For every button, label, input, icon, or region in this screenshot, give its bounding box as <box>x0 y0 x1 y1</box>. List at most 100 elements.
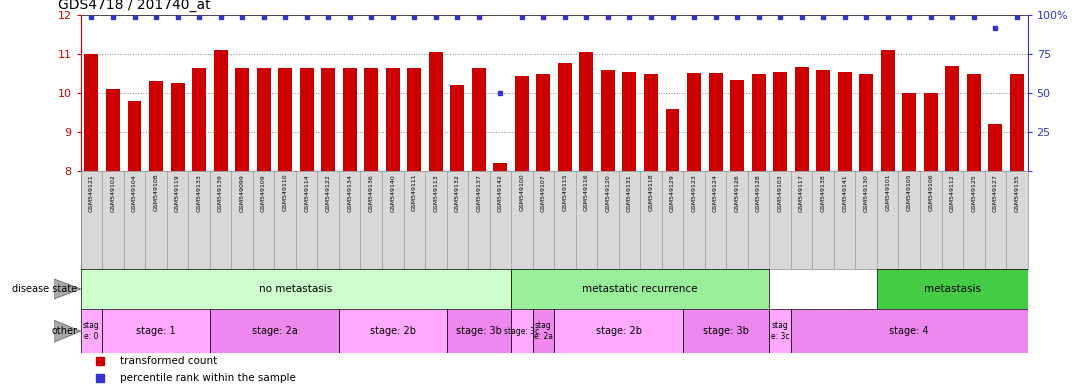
Bar <box>816 70 830 171</box>
Text: GSM549109: GSM549109 <box>261 174 266 212</box>
Bar <box>880 50 894 171</box>
Text: GSM549114: GSM549114 <box>305 174 309 212</box>
Bar <box>536 74 550 171</box>
Bar <box>511 309 533 353</box>
Text: GSM549123: GSM549123 <box>692 174 696 212</box>
Text: GSM549134: GSM549134 <box>348 174 352 212</box>
Text: stage: 3b: stage: 3b <box>456 326 501 336</box>
Bar <box>299 68 314 171</box>
Bar <box>988 124 1002 171</box>
Bar <box>622 72 636 171</box>
Bar <box>600 70 614 171</box>
Bar <box>471 68 485 171</box>
Bar <box>385 68 399 171</box>
Bar <box>859 74 873 171</box>
Bar <box>579 52 594 171</box>
Bar <box>511 269 769 309</box>
Bar <box>665 109 680 171</box>
Bar <box>84 54 99 171</box>
Bar <box>342 68 357 171</box>
Text: percentile rank within the sample: percentile rank within the sample <box>121 373 296 383</box>
Text: GSM549140: GSM549140 <box>391 174 395 212</box>
Text: GSM549126: GSM549126 <box>735 174 739 212</box>
Bar <box>514 76 528 171</box>
Text: GSM549116: GSM549116 <box>584 174 589 212</box>
Text: GSM549124: GSM549124 <box>713 174 718 212</box>
Bar <box>428 52 443 171</box>
Bar <box>105 89 121 171</box>
Text: stage: 1: stage: 1 <box>137 326 175 336</box>
Bar <box>148 81 164 171</box>
Text: stage: 4: stage: 4 <box>890 326 929 336</box>
Bar <box>447 309 511 353</box>
Polygon shape <box>54 279 81 299</box>
Bar <box>794 67 808 171</box>
Bar <box>235 68 249 171</box>
Text: GSM549107: GSM549107 <box>541 174 546 212</box>
Text: metastasis: metastasis <box>924 284 980 294</box>
Bar <box>708 73 723 171</box>
Bar <box>451 85 464 171</box>
Bar <box>966 74 980 171</box>
Text: GSM549117: GSM549117 <box>799 174 804 212</box>
Bar <box>170 83 185 171</box>
Text: GSM549106: GSM549106 <box>929 174 933 212</box>
Text: GSM549103: GSM549103 <box>778 174 782 212</box>
Bar <box>688 73 702 171</box>
Bar <box>773 72 788 171</box>
Bar <box>493 163 507 171</box>
Bar <box>81 269 511 309</box>
Text: GSM549125: GSM549125 <box>972 174 976 212</box>
Bar <box>769 309 791 353</box>
Text: other: other <box>52 326 77 336</box>
Text: GSM549130: GSM549130 <box>864 174 868 212</box>
Text: metastatic recurrence: metastatic recurrence <box>582 284 698 294</box>
Bar <box>213 50 228 171</box>
Text: disease state: disease state <box>12 284 77 294</box>
Text: GSM549138: GSM549138 <box>821 174 825 212</box>
Text: GSM549113: GSM549113 <box>434 174 438 212</box>
Bar <box>837 72 851 171</box>
Bar <box>945 66 959 171</box>
Text: GSM549102: GSM549102 <box>111 174 115 212</box>
Text: GSM549139: GSM549139 <box>218 174 223 212</box>
Bar <box>278 68 293 171</box>
Text: GSM549119: GSM549119 <box>175 174 180 212</box>
Text: GSM549132: GSM549132 <box>455 174 459 212</box>
Text: GSM549135: GSM549135 <box>1015 174 1019 212</box>
Bar <box>877 269 1028 309</box>
Text: GSM549120: GSM549120 <box>606 174 610 212</box>
Bar <box>683 309 769 353</box>
Text: stage: 2b: stage: 2b <box>370 326 415 336</box>
Text: GSM549099: GSM549099 <box>240 174 244 212</box>
Bar <box>791 309 1028 353</box>
Bar <box>643 74 657 171</box>
Text: GSM549112: GSM549112 <box>950 174 954 212</box>
Text: GSM549110: GSM549110 <box>283 174 287 212</box>
Text: GSM549115: GSM549115 <box>563 174 567 212</box>
Text: GSM549121: GSM549121 <box>89 174 94 212</box>
Text: stag
e: 0: stag e: 0 <box>83 321 100 341</box>
Text: GSM549141: GSM549141 <box>843 174 847 212</box>
Polygon shape <box>54 320 81 342</box>
Text: stag
e: 3c: stag e: 3c <box>770 321 790 341</box>
Text: GSM549131: GSM549131 <box>627 174 632 212</box>
Text: GSM549105: GSM549105 <box>907 174 911 212</box>
Text: stage: 2a: stage: 2a <box>252 326 297 336</box>
Bar <box>902 93 916 171</box>
Bar <box>364 68 379 171</box>
Text: GSM549108: GSM549108 <box>154 174 158 212</box>
Bar <box>192 68 207 171</box>
Text: stag
e: 2a: stag e: 2a <box>534 321 553 341</box>
Bar <box>558 63 572 171</box>
Text: stage: 3c: stage: 3c <box>505 327 539 336</box>
Text: stage: 3b: stage: 3b <box>704 326 749 336</box>
Text: GSM549100: GSM549100 <box>520 174 524 212</box>
Bar <box>81 309 102 353</box>
Text: transformed count: transformed count <box>121 356 217 366</box>
Text: GSM549142: GSM549142 <box>498 174 502 212</box>
Text: GSM549101: GSM549101 <box>886 174 890 212</box>
Text: GSM549104: GSM549104 <box>132 174 137 212</box>
Bar <box>554 309 683 353</box>
Text: GSM549127: GSM549127 <box>993 174 997 212</box>
